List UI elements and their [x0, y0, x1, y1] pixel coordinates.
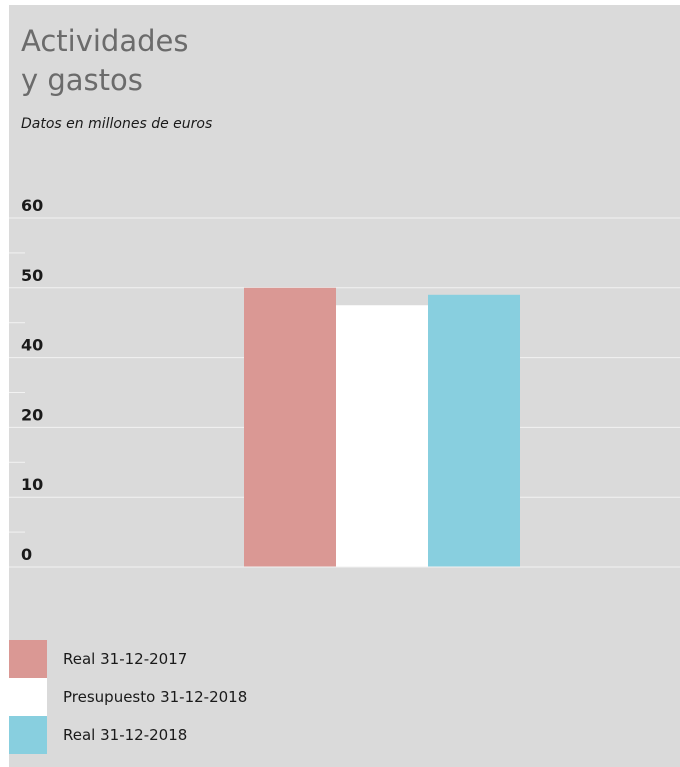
- y-tick-label: 0: [21, 545, 32, 564]
- bar: [244, 287, 336, 567]
- y-tick-label: 10: [21, 475, 43, 494]
- legend-label: Real 31-12-2017: [63, 650, 188, 668]
- legend-swatch: [9, 716, 47, 754]
- bar: [336, 305, 428, 567]
- chart-title-line-1: Actividades: [21, 24, 189, 58]
- legend-label: Real 31-12-2018: [63, 726, 188, 744]
- chart-subtitle: Datos en millones de euros: [21, 116, 213, 132]
- legend-swatch: [9, 678, 47, 716]
- y-tick-label: 20: [21, 405, 43, 424]
- bar: [428, 294, 520, 567]
- y-tick-label: 60: [21, 196, 43, 215]
- y-tick-label: 40: [21, 336, 43, 355]
- y-tick-label: 50: [21, 266, 43, 285]
- legend-label: Presupuesto 31-12-2018: [63, 688, 248, 706]
- chart-title-line-2: y gastos: [21, 63, 143, 97]
- chart-title: Actividades y gastos: [21, 22, 188, 100]
- legend-swatch: [9, 640, 47, 678]
